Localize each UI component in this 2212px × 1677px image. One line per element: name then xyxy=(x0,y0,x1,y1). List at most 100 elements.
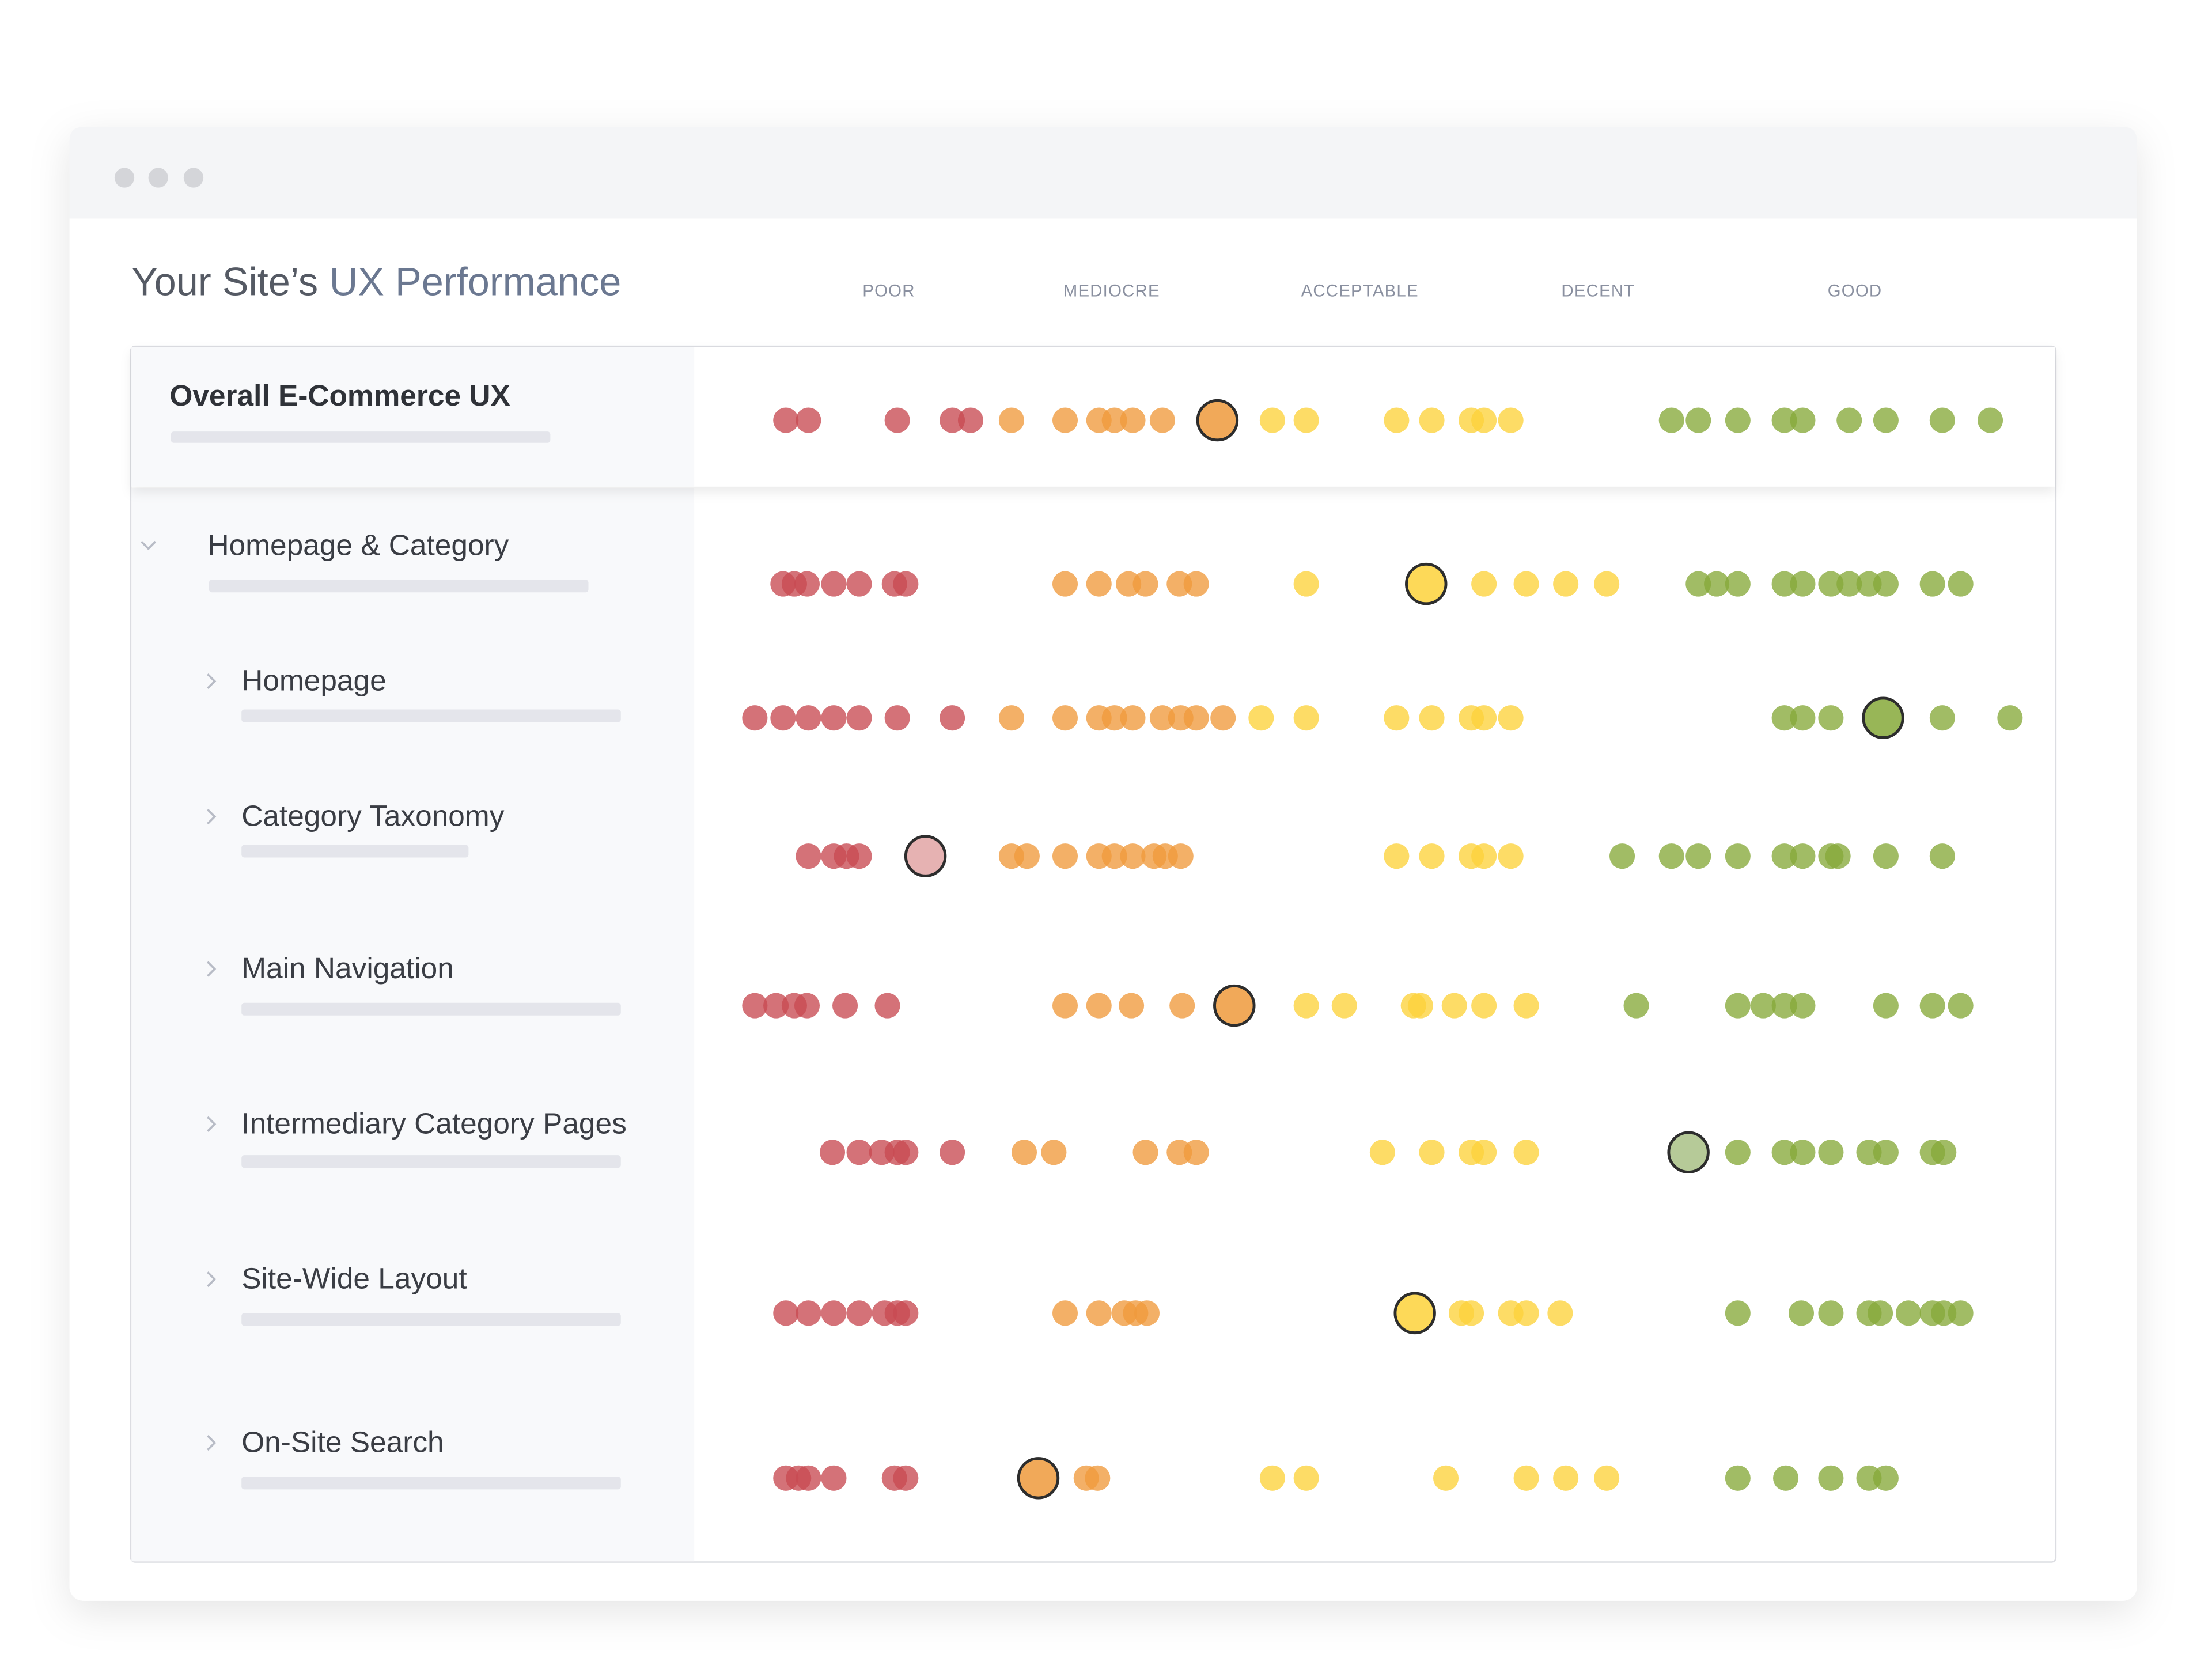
score-dot[interactable] xyxy=(796,1465,821,1491)
score-dot[interactable] xyxy=(1771,705,1797,731)
score-dot[interactable] xyxy=(1594,1465,1620,1491)
score-dot[interactable] xyxy=(1086,1300,1112,1326)
score-dot[interactable] xyxy=(1873,1465,1899,1491)
score-dot[interactable] xyxy=(1609,843,1635,869)
score-dot[interactable] xyxy=(1498,705,1524,731)
score-dot[interactable] xyxy=(1331,993,1357,1019)
score-dot[interactable] xyxy=(1169,993,1195,1019)
score-dot[interactable] xyxy=(832,993,858,1019)
score-dot[interactable] xyxy=(1407,993,1433,1019)
score-dot[interactable] xyxy=(1513,1465,1539,1491)
score-dot[interactable] xyxy=(1725,843,1751,869)
score-dot[interactable] xyxy=(1929,407,1955,433)
score-dot[interactable] xyxy=(940,407,965,433)
score-dot[interactable] xyxy=(1052,993,1078,1019)
score-dot[interactable] xyxy=(1790,571,1816,597)
score-dot[interactable] xyxy=(1685,843,1711,869)
score-dot[interactable] xyxy=(1790,993,1816,1019)
score-dot[interactable] xyxy=(1771,1140,1797,1165)
score-dot[interactable] xyxy=(1183,705,1209,731)
score-dot[interactable] xyxy=(1658,407,1684,433)
score-dot[interactable] xyxy=(1011,1140,1037,1165)
window-button[interactable] xyxy=(183,168,204,188)
score-dot[interactable] xyxy=(1459,1300,1484,1326)
score-dot[interactable] xyxy=(796,1300,821,1326)
chevron[interactable] xyxy=(207,1271,217,1288)
score-dot[interactable] xyxy=(1868,1300,1893,1326)
site-score-dot[interactable] xyxy=(904,835,947,877)
score-dot[interactable] xyxy=(1929,705,1955,731)
score-dot[interactable] xyxy=(1553,571,1579,597)
score-dot[interactable] xyxy=(1259,1465,1285,1491)
score-dot[interactable] xyxy=(1041,1140,1067,1165)
score-dot[interactable] xyxy=(1873,1140,1899,1165)
score-dot[interactable] xyxy=(1594,571,1620,597)
score-dot[interactable] xyxy=(1931,1140,1957,1165)
score-dot[interactable] xyxy=(773,407,799,433)
score-dot[interactable] xyxy=(1948,993,1974,1019)
score-dot[interactable] xyxy=(1471,1140,1497,1165)
site-score-dot[interactable] xyxy=(1393,1292,1436,1335)
score-dot[interactable] xyxy=(1997,705,2023,731)
score-dot[interactable] xyxy=(1498,843,1524,869)
row-label[interactable]: Homepage xyxy=(241,664,386,697)
score-dot[interactable] xyxy=(846,1140,872,1165)
score-dot[interactable] xyxy=(1052,843,1078,869)
score-dot[interactable] xyxy=(1086,571,1112,597)
score-dot[interactable] xyxy=(1725,407,1751,433)
score-dot[interactable] xyxy=(1168,843,1194,869)
score-dot[interactable] xyxy=(846,843,872,869)
site-score-dot[interactable] xyxy=(1862,696,1904,739)
score-dot[interactable] xyxy=(1101,843,1127,869)
score-dot[interactable] xyxy=(1818,705,1844,731)
score-dot[interactable] xyxy=(1293,993,1319,1019)
score-dot[interactable] xyxy=(1818,571,1844,597)
score-dot[interactable] xyxy=(1014,843,1040,869)
window-button[interactable] xyxy=(114,168,135,188)
score-dot[interactable] xyxy=(1120,705,1146,731)
score-dot[interactable] xyxy=(1471,993,1497,1019)
row-label[interactable]: Intermediary Category Pages xyxy=(241,1106,627,1140)
score-dot[interactable] xyxy=(1790,705,1816,731)
score-dot[interactable] xyxy=(1052,1300,1078,1326)
score-dot[interactable] xyxy=(998,407,1024,433)
score-dot[interactable] xyxy=(1553,1465,1579,1491)
score-dot[interactable] xyxy=(846,705,872,731)
site-score-dot[interactable] xyxy=(1213,984,1256,1027)
row-label[interactable]: Site-Wide Layout xyxy=(241,1262,467,1295)
score-dot[interactable] xyxy=(794,993,820,1019)
site-score-dot[interactable] xyxy=(1017,1457,1060,1500)
score-dot[interactable] xyxy=(1101,407,1127,433)
score-dot[interactable] xyxy=(1433,1465,1459,1491)
score-dot[interactable] xyxy=(884,705,910,731)
score-dot[interactable] xyxy=(1873,993,1899,1019)
score-dot[interactable] xyxy=(1419,1140,1445,1165)
score-dot[interactable] xyxy=(1183,1140,1209,1165)
score-dot[interactable] xyxy=(821,705,847,731)
site-score-dot[interactable] xyxy=(1405,562,1448,605)
score-dot[interactable] xyxy=(773,1300,799,1326)
site-score-dot[interactable] xyxy=(1196,399,1239,442)
score-dot[interactable] xyxy=(1293,407,1319,433)
score-dot[interactable] xyxy=(1836,407,1862,433)
score-dot[interactable] xyxy=(957,407,983,433)
score-dot[interactable] xyxy=(1873,407,1899,433)
score-dot[interactable] xyxy=(1725,993,1751,1019)
score-dot[interactable] xyxy=(1384,705,1410,731)
chevron[interactable] xyxy=(207,673,217,690)
score-dot[interactable] xyxy=(1369,1140,1395,1165)
score-dot[interactable] xyxy=(1293,1465,1319,1491)
score-dot[interactable] xyxy=(1384,843,1410,869)
score-dot[interactable] xyxy=(1771,843,1797,869)
chevron[interactable] xyxy=(207,961,217,977)
score-dot[interactable] xyxy=(1134,1300,1160,1326)
score-dot[interactable] xyxy=(1085,1465,1111,1491)
score-dot[interactable] xyxy=(1052,571,1078,597)
score-dot[interactable] xyxy=(1419,843,1445,869)
score-dot[interactable] xyxy=(1471,407,1497,433)
score-dot[interactable] xyxy=(742,705,768,731)
chevron[interactable] xyxy=(207,809,217,825)
score-dot[interactable] xyxy=(1293,571,1319,597)
score-dot[interactable] xyxy=(1419,705,1445,731)
score-dot[interactable] xyxy=(1929,843,1955,869)
